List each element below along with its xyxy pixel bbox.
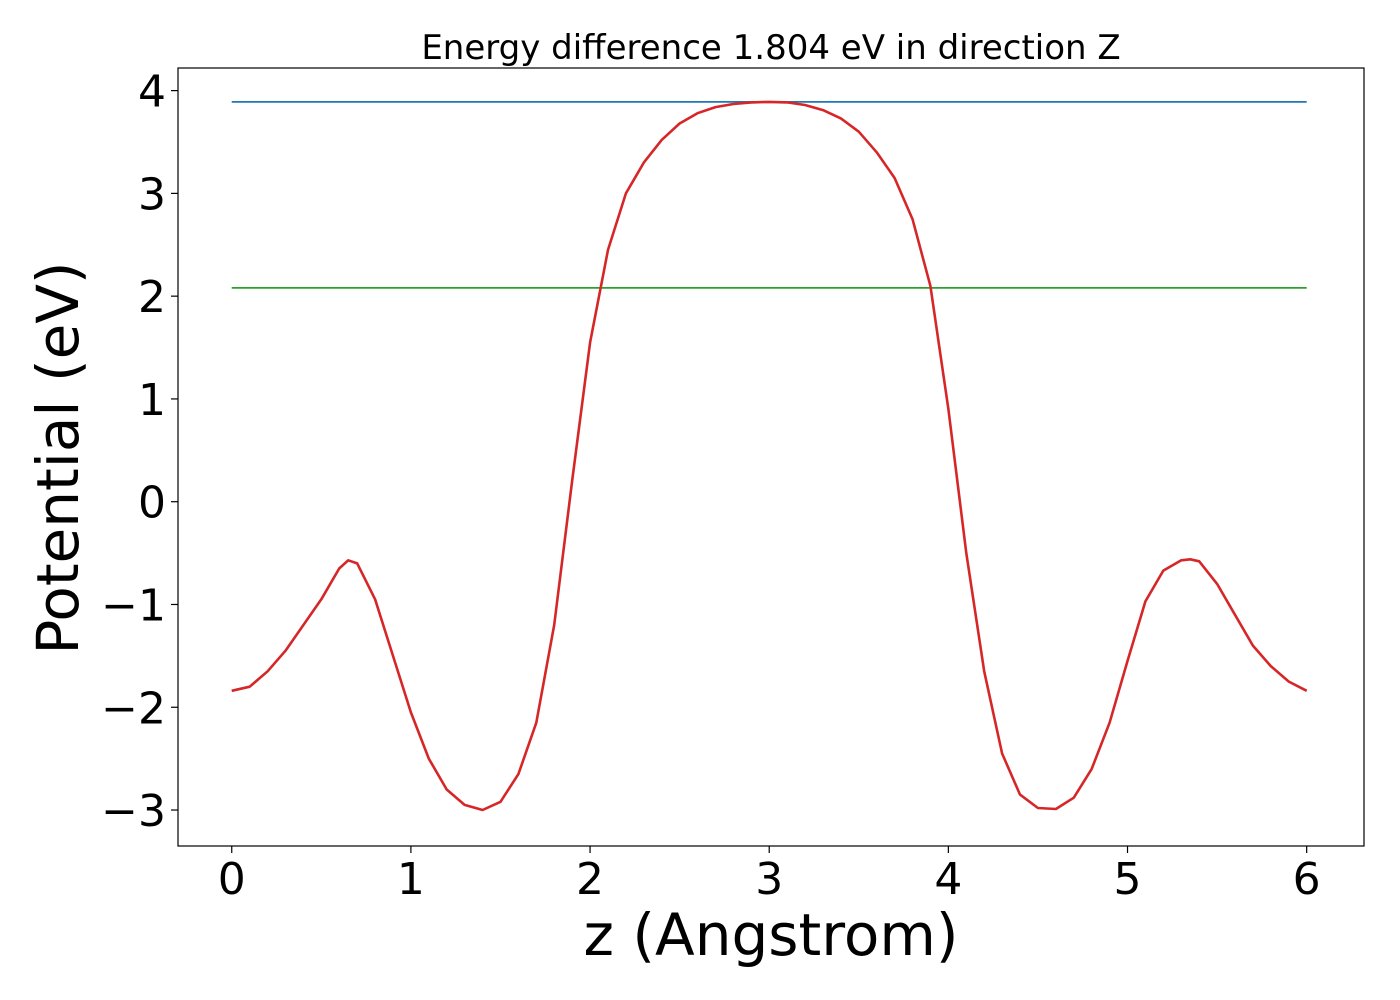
plot-area	[231, 100, 1308, 812]
y-axis-label: Potential (eV)	[24, 261, 92, 654]
x-tick-label-1: 1	[397, 854, 425, 905]
x-tick-label-4: 4	[934, 854, 962, 905]
y-tick-label-6: 3	[138, 169, 166, 220]
y-tick-label-5: 2	[138, 272, 166, 323]
x-tick-label-6: 6	[1293, 854, 1321, 905]
y-axis: −3 −2 −1 0 1 2 3 4	[101, 67, 178, 837]
y-tick-label-7: 4	[138, 67, 166, 118]
y-tick-label-3: 0	[138, 478, 166, 529]
x-tick-label-0: 0	[218, 854, 246, 905]
x-axis: 0 1 2 3 4 5 6	[218, 846, 1321, 905]
chart-title: Energy difference 1.804 eV in direction …	[421, 28, 1120, 68]
x-tick-label-5: 5	[1114, 854, 1142, 905]
x-axis-label: z (Angstrom)	[584, 901, 959, 969]
x-tick-label-3: 3	[755, 854, 783, 905]
y-tick-label-4: 1	[138, 375, 166, 426]
y-tick-label-1: −2	[101, 683, 166, 734]
y-tick-label-2: −1	[101, 580, 166, 631]
plot-frame	[177, 67, 1365, 847]
y-tick-label-0: −3	[101, 786, 166, 837]
x-tick-label-2: 2	[576, 854, 604, 905]
series-line-0	[231, 100, 1308, 812]
